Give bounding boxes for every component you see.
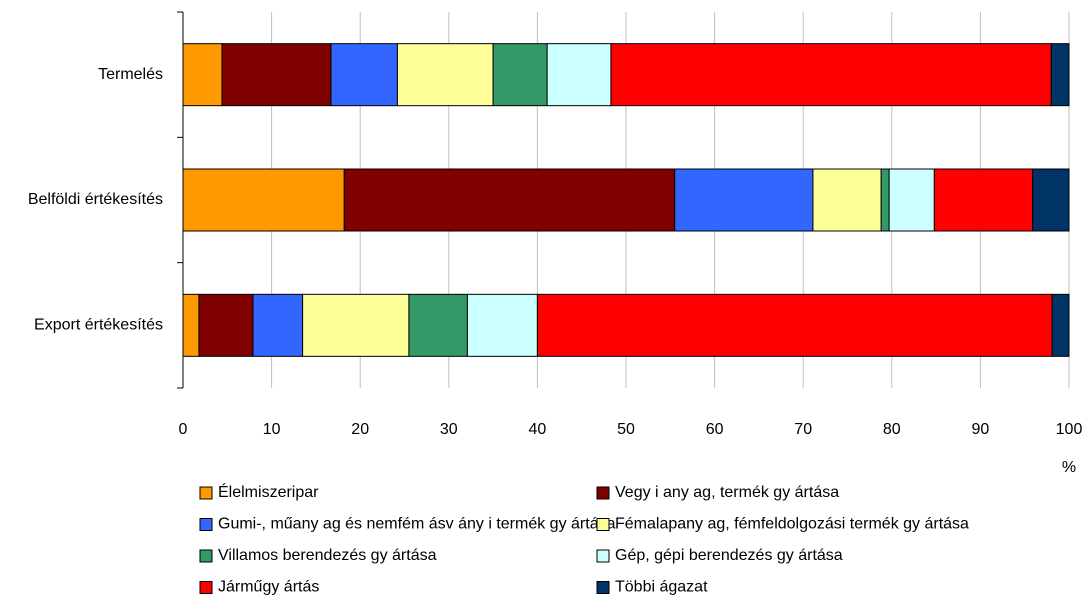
x-tick-label: 100 xyxy=(1056,421,1083,438)
legend-label: Élelmiszeripar xyxy=(218,482,319,501)
x-tick-label: 30 xyxy=(440,421,458,438)
legend-swatch xyxy=(199,581,213,594)
bar-segment xyxy=(198,293,254,357)
legend-swatch xyxy=(199,549,213,563)
y-tick-label: Belföldi értékesítés xyxy=(28,191,163,208)
bar-segment xyxy=(302,293,410,357)
bar-segment xyxy=(492,43,548,107)
x-tick-label: 90 xyxy=(972,421,990,438)
legend-label: Többi ágazat xyxy=(615,579,708,596)
x-tick-label: 60 xyxy=(706,421,724,438)
bar-segment xyxy=(408,293,468,357)
legend-label: Vegy i any ag, termék gy ártása xyxy=(615,484,839,501)
bar-segment xyxy=(466,293,538,357)
bar-segment xyxy=(1051,293,1070,357)
x-tick-label: 50 xyxy=(617,421,635,438)
bar-segment xyxy=(1050,43,1070,107)
x-tick-label: 40 xyxy=(529,421,547,438)
bar-segment xyxy=(812,168,882,232)
bar-segment xyxy=(536,293,1053,357)
y-tick-label: Export értékesítés xyxy=(34,317,163,334)
bar-segment xyxy=(330,43,398,107)
bar-segment xyxy=(396,43,494,107)
legend-swatch xyxy=(596,581,610,594)
y-tick-label: Termelés xyxy=(98,66,163,83)
legend-swatch xyxy=(596,486,610,500)
bar-segment xyxy=(252,293,304,357)
legend-label: Gép, gépi berendezés gy ártása xyxy=(615,547,843,564)
x-tick-label: 70 xyxy=(794,421,812,438)
bar-segment xyxy=(546,43,612,107)
x-tick-label: 20 xyxy=(351,421,369,438)
bar-segment xyxy=(221,43,332,107)
legend-swatch xyxy=(596,549,610,563)
x-tick-label: 10 xyxy=(263,421,281,438)
bar-segment xyxy=(880,168,890,232)
x-tick-label: 80 xyxy=(883,421,901,438)
legend-label: Gumi-, műany ag és nemfém ásv ány i term… xyxy=(218,516,616,533)
legend-label: Fémalapany ag, fémfeldolgozási termék gy… xyxy=(615,516,969,533)
bar-segment xyxy=(182,293,200,357)
legend-swatch xyxy=(199,486,213,500)
bar-segment xyxy=(610,43,1052,107)
x-axis-label: % xyxy=(1062,459,1076,476)
legend-label: Villamos berendezés gy ártása xyxy=(218,547,437,564)
legend-label: Járműgy ártás xyxy=(218,579,319,596)
bar-segment xyxy=(182,43,223,107)
bar-segment xyxy=(933,168,1034,232)
legend-swatch xyxy=(596,518,610,531)
x-tick-label: 0 xyxy=(179,421,188,438)
bar-segment xyxy=(1032,168,1070,232)
bar-segment xyxy=(182,168,345,232)
legend-swatch xyxy=(199,518,213,531)
bar-segment xyxy=(674,168,814,232)
bar-segment xyxy=(343,168,676,232)
bar-segment xyxy=(888,168,935,232)
